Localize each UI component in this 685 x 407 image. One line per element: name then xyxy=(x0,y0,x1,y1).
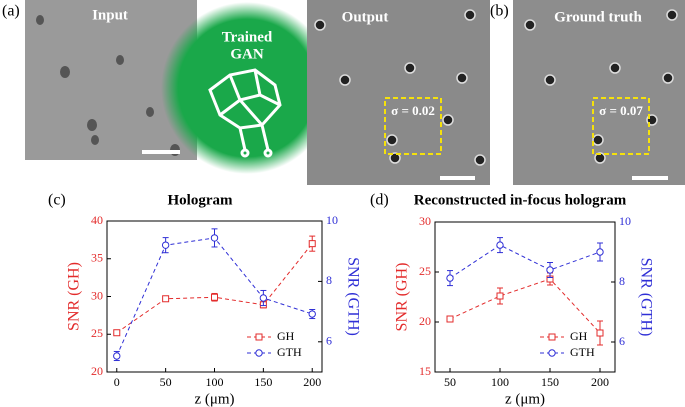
marker xyxy=(308,240,316,248)
marker xyxy=(496,241,504,249)
x-tick-label: 150 xyxy=(254,375,272,389)
gan-label: GAN xyxy=(230,46,264,62)
y2-tick-label: 10 xyxy=(326,213,338,227)
series-line xyxy=(116,243,313,334)
y-tick-label: 40 xyxy=(91,213,103,227)
image-label: Ground truth xyxy=(554,9,642,25)
legend-marker xyxy=(548,333,556,341)
x-tick-label: 100 xyxy=(491,375,509,389)
panel-label: (a) xyxy=(2,3,20,20)
y2-tick-label: 6 xyxy=(619,334,625,348)
marker xyxy=(446,274,454,282)
y-tick-label: 30 xyxy=(91,288,103,302)
y-tick-label: 25 xyxy=(91,326,103,340)
x-axis-label: z (μm) xyxy=(194,391,234,407)
legend-marker xyxy=(255,333,263,341)
legend-label: GTH xyxy=(570,345,595,359)
x-tick-label: 200 xyxy=(591,375,609,389)
roi-box xyxy=(384,97,442,155)
y2-tick-label: 8 xyxy=(619,274,625,288)
y-tick-label: 15 xyxy=(419,364,431,378)
gt-beads xyxy=(524,9,678,164)
image-label: Input xyxy=(92,7,128,23)
marker xyxy=(596,248,604,256)
marker xyxy=(210,234,219,242)
panel-label: (d) xyxy=(370,192,389,209)
x-tick-label: 150 xyxy=(541,375,559,389)
chart-title: Reconstructed in-focus hologram xyxy=(414,192,627,208)
legend-marker xyxy=(548,349,556,357)
y2-axis-label: SNR (GTH) xyxy=(637,258,654,337)
marker xyxy=(308,310,316,318)
x-tick-label: 100 xyxy=(206,375,224,389)
marker xyxy=(446,315,454,323)
x-axis-label: z (μm) xyxy=(505,391,545,407)
marker xyxy=(161,241,170,249)
image-label: Output xyxy=(342,9,389,25)
output-beads xyxy=(314,9,486,166)
legend-label: GH xyxy=(277,329,295,343)
x-tick-label: 50 xyxy=(160,375,172,389)
y-axis-label: SNR (GH) xyxy=(66,262,83,331)
panel-label: (c) xyxy=(48,192,66,209)
plot-frame xyxy=(434,221,616,373)
gan-icon xyxy=(208,68,282,158)
x-tick-label: 0 xyxy=(114,375,120,389)
sigma-label: σ = 0.02 xyxy=(391,103,435,118)
series-line xyxy=(449,278,601,334)
legend-label: GTH xyxy=(277,345,302,359)
gan-label: Trained xyxy=(222,29,273,45)
y-tick-label: 25 xyxy=(419,264,431,278)
marker xyxy=(211,293,218,301)
legend-marker xyxy=(255,349,263,357)
marker xyxy=(596,329,604,337)
y2-axis-label: SNR (GTH) xyxy=(344,257,361,336)
panel-label: (b) xyxy=(490,3,509,20)
y2-tick-label: 10 xyxy=(619,214,631,228)
marker xyxy=(113,329,121,337)
y-tick-label: 20 xyxy=(91,364,103,378)
x-tick-label: 50 xyxy=(444,375,456,389)
gan-circle xyxy=(161,2,333,174)
x-tick-label: 200 xyxy=(303,375,321,389)
roi-box xyxy=(592,97,650,155)
marker xyxy=(496,292,504,300)
y-tick-label: 20 xyxy=(419,314,431,328)
legend-label: GH xyxy=(570,329,588,343)
y2-tick-label: 8 xyxy=(326,273,332,287)
sigma-label: σ = 0.07 xyxy=(599,103,643,118)
series-line xyxy=(449,244,601,279)
y-axis-label: SNR (GH) xyxy=(394,263,411,332)
marker xyxy=(113,352,121,360)
marker xyxy=(162,295,170,303)
y2-tick-label: 6 xyxy=(326,334,332,348)
y-tick-label: 30 xyxy=(419,214,431,228)
chart-title: Hologram xyxy=(168,192,233,208)
marker xyxy=(546,266,554,274)
marker xyxy=(259,294,268,302)
y-tick-label: 35 xyxy=(91,251,103,265)
